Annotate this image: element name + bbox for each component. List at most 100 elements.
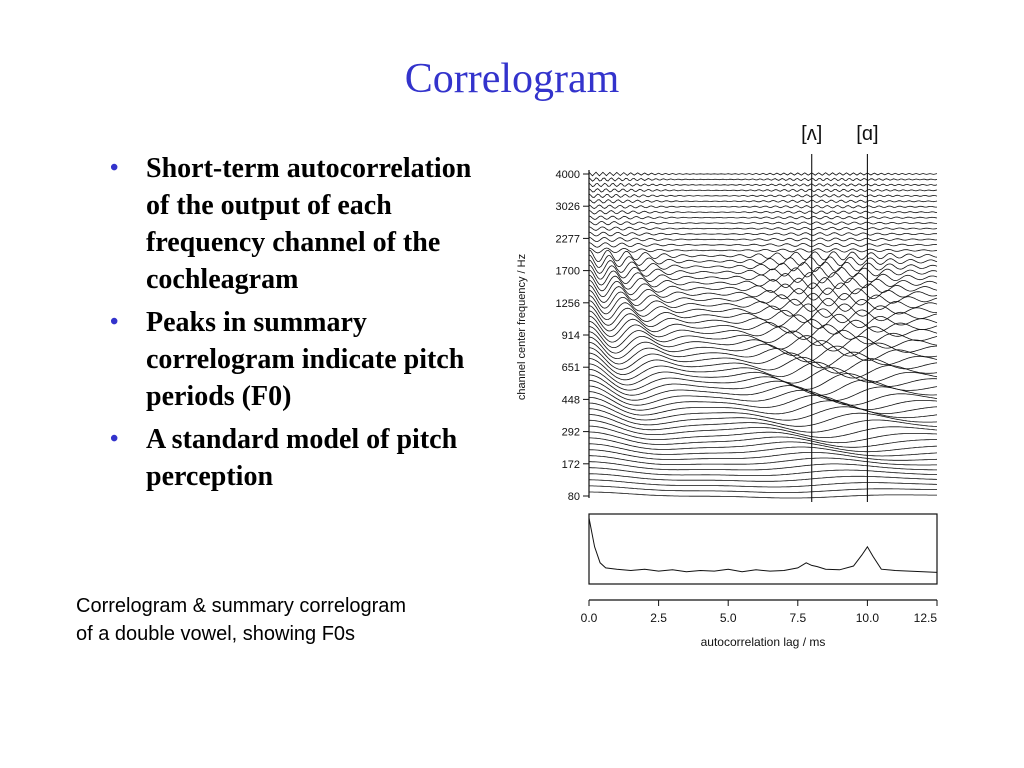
channel-trace bbox=[588, 358, 938, 381]
channel-trace bbox=[588, 204, 937, 209]
channel-trace bbox=[588, 363, 938, 386]
channel-trace bbox=[588, 220, 938, 226]
y-tick-label: 651 bbox=[562, 362, 580, 374]
x-axis: 0.0 2.5 5.0 7.5 10.0 12.5 autocorrelation lag… bbox=[581, 599, 938, 649]
channel-trace bbox=[588, 249, 938, 263]
channel-trace bbox=[588, 242, 938, 248]
y-tick-label: 80 bbox=[568, 491, 580, 503]
channel-trace bbox=[589, 491, 937, 499]
channel-trace bbox=[588, 171, 938, 177]
channel-trace bbox=[588, 188, 938, 193]
channel-trace bbox=[588, 231, 938, 237]
x-tick-label: 10.0 bbox=[856, 611, 880, 625]
channel-trace bbox=[589, 479, 938, 488]
y-tick-group: 4000 3026 2277 1700 1256 914 651 448 292 172 80 bbox=[556, 169, 589, 503]
x-tick-label: 12.5 bbox=[914, 611, 938, 625]
bullet-text: Short-term autocorrelation of the output… bbox=[146, 153, 472, 295]
channel-trace bbox=[588, 274, 938, 292]
bullet-text: A standard model of pitch perception bbox=[146, 424, 458, 492]
y-axis-label: channel center frequency / Hz bbox=[516, 254, 528, 400]
channel-trace bbox=[588, 269, 938, 286]
correlogram-traces bbox=[588, 171, 938, 499]
channel-trace bbox=[588, 369, 938, 391]
y-tick-label: 4000 bbox=[556, 169, 580, 181]
channel-trace bbox=[588, 310, 938, 332]
slide-title: Correlogram bbox=[404, 56, 620, 102]
channel-trace bbox=[588, 226, 938, 231]
channel-trace bbox=[588, 449, 938, 461]
channel-trace bbox=[588, 336, 937, 360]
bullet-list: • Short-term autocorrelation of the outp… bbox=[104, 150, 484, 501]
channel-trace bbox=[588, 254, 938, 268]
channel-trace bbox=[589, 473, 938, 482]
vowel-label: [ɑ] bbox=[856, 123, 878, 145]
channel-trace bbox=[588, 295, 938, 315]
channel-trace bbox=[588, 210, 938, 215]
channel-trace bbox=[588, 215, 938, 220]
bullet-dot-icon: • bbox=[110, 155, 119, 181]
channel-trace bbox=[588, 177, 938, 182]
caption-line: of a double vowel, showing F0s bbox=[76, 623, 356, 645]
y-tick-label: 2277 bbox=[556, 233, 580, 245]
channel-trace bbox=[589, 414, 938, 433]
channel-trace bbox=[588, 320, 938, 343]
caption-line: Correlogram & summary correlogram bbox=[76, 595, 407, 617]
channel-trace bbox=[589, 419, 938, 438]
bullet-item: • Peaks in summary correlogram indicate … bbox=[104, 304, 484, 415]
summary-trace bbox=[588, 517, 938, 573]
y-tick-label: 448 bbox=[562, 394, 580, 406]
bullet-dot-icon: • bbox=[110, 426, 119, 452]
channel-trace bbox=[589, 425, 938, 444]
channel-trace bbox=[588, 305, 938, 326]
channel-trace bbox=[588, 264, 938, 280]
bullet-text: Peaks in summary correlogram indicate pi… bbox=[146, 307, 465, 412]
channel-trace bbox=[589, 461, 937, 471]
channel-trace bbox=[588, 374, 938, 396]
channel-trace bbox=[588, 300, 937, 321]
x-tick-label: 5.0 bbox=[720, 611, 737, 625]
x-axis-label: autocorrelation lag / ms bbox=[701, 635, 826, 649]
y-tick-label: 1256 bbox=[556, 298, 580, 310]
figure-caption: Correlogram & summary correlogram of a d… bbox=[76, 592, 516, 648]
channel-trace bbox=[589, 437, 938, 453]
summary-correlogram-panel bbox=[588, 513, 938, 585]
correlogram-figure: 4000 3026 2277 1700 1256 914 651 448 292 172 80 ch… bbox=[516, 123, 938, 649]
channel-trace bbox=[588, 315, 938, 337]
channel-trace bbox=[588, 279, 938, 298]
x-tick-label: 2.5 bbox=[650, 611, 667, 625]
y-tick-label: 1700 bbox=[556, 266, 580, 278]
channel-trace bbox=[588, 396, 938, 416]
channel-trace bbox=[588, 326, 938, 348]
x-tick-group: 0.0 2.5 5.0 7.5 10.0 12.5 bbox=[581, 600, 938, 625]
channel-trace bbox=[588, 391, 938, 411]
x-tick-label: 7.5 bbox=[789, 611, 806, 625]
y-tick-label: 172 bbox=[562, 459, 580, 471]
channel-trace bbox=[588, 182, 938, 188]
channel-trace bbox=[588, 352, 938, 375]
channel-trace bbox=[589, 467, 937, 476]
channel-trace bbox=[588, 284, 938, 303]
bullet-item: • A standard model of pitch perception bbox=[104, 421, 484, 495]
channel-trace bbox=[588, 193, 938, 198]
channel-trace bbox=[589, 485, 937, 493]
bullet-item: • Short-term autocorrelation of the outp… bbox=[104, 150, 484, 298]
channel-trace bbox=[588, 402, 938, 421]
channel-trace bbox=[588, 380, 937, 401]
channel-trace bbox=[588, 347, 938, 370]
y-tick-label: 3026 bbox=[556, 201, 580, 213]
vowel-annotations: [ʌ] [ɑ] bbox=[801, 123, 879, 502]
channel-trace bbox=[588, 408, 938, 427]
vowel-label: [ʌ] bbox=[801, 123, 822, 145]
channel-trace bbox=[589, 443, 938, 457]
y-tick-label: 292 bbox=[562, 427, 580, 439]
channel-trace bbox=[588, 199, 938, 204]
channel-trace bbox=[588, 341, 938, 365]
channel-trace bbox=[588, 247, 938, 254]
summary-frame bbox=[588, 513, 938, 585]
bullet-dot-icon: • bbox=[110, 309, 119, 335]
x-tick-label: 0.0 bbox=[581, 611, 598, 625]
y-tick-label: 914 bbox=[562, 330, 580, 342]
channel-trace bbox=[589, 431, 937, 448]
channel-trace bbox=[588, 236, 938, 242]
correlogram-panel: 4000 3026 2277 1700 1256 914 651 448 292 172 80 ch… bbox=[516, 123, 938, 503]
